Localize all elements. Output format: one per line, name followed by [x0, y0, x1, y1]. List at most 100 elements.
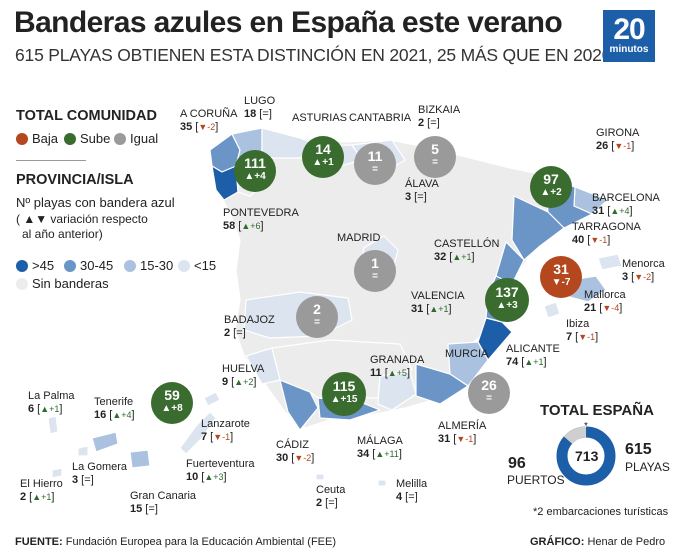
range-3-label: 15-30 — [140, 258, 174, 273]
label-pontevedra: PONTEVEDRA 58 [▲+6] — [223, 207, 299, 232]
label-name: LUGO — [244, 95, 276, 107]
label-value: 3 — [405, 191, 412, 203]
range-none-swatch — [16, 278, 28, 290]
region-tenerife — [91, 431, 119, 453]
label-delta: ▲+11 — [375, 449, 399, 459]
label-value: 3 — [72, 474, 79, 486]
circle-value: 137 — [495, 284, 519, 300]
label-name: VALENCIA — [411, 290, 465, 302]
legend-sube: Sube — [64, 131, 110, 146]
brand-logo: 20 minutos — [603, 10, 655, 62]
label-name: Melilla — [396, 478, 428, 490]
page-title: Banderas azules en España este verano — [14, 6, 563, 39]
circle-delta: ▲+1 — [312, 157, 334, 168]
legend-sube-label: Sube — [80, 131, 111, 146]
legend-provincia: PROVINCIA/ISLA — [16, 172, 134, 188]
circle-delta: = — [432, 157, 438, 168]
legend-range-2: 30-45 — [64, 258, 113, 273]
label-delta: = — [408, 491, 415, 503]
region-el-hierro — [51, 467, 63, 479]
label-name: TARRAGONA — [572, 221, 641, 233]
range-1-label: >45 — [32, 258, 55, 273]
circle-cantabria: 11 = — [354, 143, 396, 185]
label-melilla: Melilla 4 [=] — [396, 478, 428, 503]
label-fuerteventura: Fuerteventura 10 [▲+3] — [186, 458, 255, 483]
label-name: Fuerteventura — [186, 458, 255, 470]
label-malaga: MÁLAGA 34 [▲+11] — [357, 435, 403, 460]
label-delta: ▲+3 — [204, 472, 224, 482]
label-cantabria: CANTABRIA — [349, 112, 412, 124]
range-4-swatch — [178, 260, 190, 272]
label-value: 3 — [622, 271, 629, 283]
label-tarragona: TARRAGONA 40 [▼-1] — [572, 221, 641, 246]
label-alicante: ALICANTE 74 [▲+1] — [506, 343, 560, 368]
label-name: ALICANTE — [506, 343, 560, 355]
label-name: A CORUÑA — [180, 108, 238, 120]
circle-value: 97 — [543, 171, 559, 187]
label-value: 11 — [370, 367, 382, 379]
total-puertos-label: PUERTOS — [507, 473, 565, 487]
circle-value: 59 — [164, 387, 180, 403]
label-delta: = — [236, 327, 243, 339]
label-cadiz: CÁDIZ 30 [▼-2] — [276, 439, 315, 464]
label-name: La Gomera — [72, 461, 128, 473]
label-lugo: LUGO 18 [=] — [244, 95, 276, 120]
label-alava: ÁLAVA 3 [=] — [405, 178, 439, 203]
label-murcia: MURCIA — [445, 348, 489, 360]
label-value: 30 — [276, 452, 289, 464]
label-barcelona: BARCELONA 31 [▲+4] — [592, 192, 660, 217]
label-delta: ▲+2 — [234, 377, 254, 387]
region-ibiza — [543, 301, 561, 319]
label-name: Gran Canaria — [130, 490, 197, 502]
label-name: ÁLAVA — [405, 178, 439, 190]
label-delta: ▲+1 — [40, 404, 60, 414]
label-delta: ▼-1 — [590, 235, 608, 245]
circle-murcia: 26 = — [468, 372, 510, 414]
region-murcia — [447, 341, 489, 387]
total-donut — [556, 426, 616, 486]
label-delta: ▲+1 — [524, 357, 544, 367]
label-name: Lanzarote — [201, 418, 250, 430]
label-name: HUELVA — [222, 363, 265, 375]
label-la-gomera: La Gomera 3 [=] — [72, 461, 128, 486]
label-delta: = — [148, 503, 155, 515]
circle-value: 11 — [367, 148, 383, 164]
circle-madrid: 1 = — [354, 250, 396, 292]
range-4-label: <15 — [194, 258, 217, 273]
circle-value: 5 — [431, 141, 439, 157]
label-value: 2 — [224, 327, 231, 339]
legend-desc3: al año anterior) — [22, 227, 103, 241]
circle-andalucia: 115 ▲+15 — [322, 372, 366, 416]
page-subtitle: 615 PLAYAS OBTIENEN ESTA DISTINCIÓN EN 2… — [15, 45, 612, 65]
label-name: CASTELLÓN — [434, 238, 500, 250]
legend-baja: Baja — [16, 131, 58, 146]
circle-delta: ▼-7 — [551, 277, 571, 288]
label-name: PONTEVEDRA — [223, 207, 299, 219]
label-name: GIRONA — [596, 127, 640, 139]
label-name: Menorca — [622, 258, 665, 270]
circle-delta: ▲+8 — [161, 403, 183, 414]
label-tenerife: Tenerife 16 [▲+4] — [94, 396, 135, 421]
range-2-swatch — [64, 260, 76, 272]
circle-delta: = — [486, 393, 492, 404]
footer-source: FUENTE: Fundación Europea para la Educac… — [15, 536, 336, 548]
region-melilla — [377, 479, 387, 487]
label-name: BADAJOZ — [224, 314, 275, 326]
label-ibiza: Ibiza 7 [▼-1] — [566, 318, 599, 343]
circle-delta: = — [314, 317, 320, 328]
label-delta: ▼-1 — [213, 432, 231, 442]
label-name: Tenerife — [94, 396, 134, 408]
circle-galicia: 111 ▲+4 — [234, 150, 276, 192]
credit-text: Henar de Pedro — [587, 536, 666, 548]
sube-swatch — [64, 133, 76, 145]
legend-range-none: Sin banderas — [16, 276, 109, 291]
region-lanzarote — [203, 391, 221, 407]
label-value: 4 — [396, 491, 403, 503]
label-delta: ▲+1 — [32, 492, 52, 502]
circle-value: 115 — [332, 378, 356, 394]
circle-valencia: 137 ▲+3 — [485, 278, 529, 322]
label-value: 31 — [438, 433, 451, 445]
circle-value: 1 — [371, 255, 379, 271]
total-puertos-value: 96 — [508, 455, 526, 472]
circle-asturias: 14 ▲+1 — [302, 136, 344, 178]
